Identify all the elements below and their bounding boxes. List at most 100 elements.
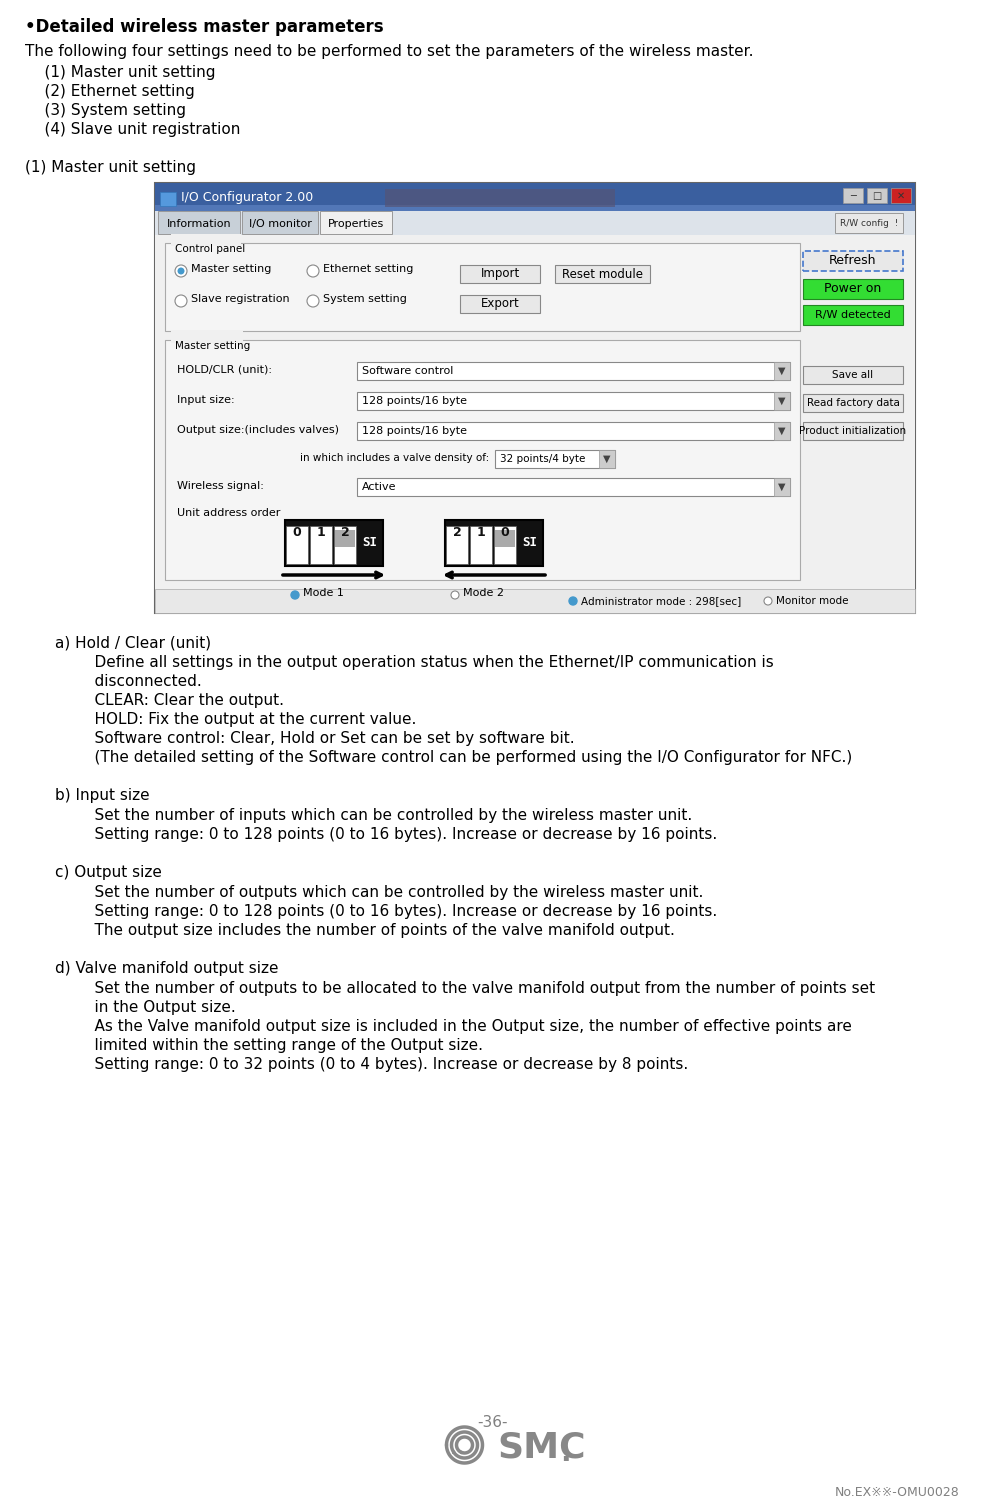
Circle shape [175,295,187,307]
Text: SMC: SMC [497,1431,586,1465]
Text: Mode 1: Mode 1 [303,589,344,598]
Bar [155,183,915,613]
Bar [835,213,903,234]
Text: Monitor mode: Monitor mode [776,596,848,607]
Text: -36-: -36- [478,1416,507,1431]
Text: 2: 2 [453,526,461,539]
Text: 1: 1 [477,526,486,539]
Bar [891,189,911,204]
Bar [155,235,915,613]
Bar [867,189,887,204]
Text: Setting range: 0 to 32 points (0 to 4 bytes). Increase or decrease by 8 points.: Setting range: 0 to 32 points (0 to 4 by… [75,1058,689,1073]
Text: HOLD: Fix the output at the current value.: HOLD: Fix the output at the current valu… [75,712,417,727]
Text: Set the number of outputs which can be controlled by the wireless master unit.: Set the number of outputs which can be c… [75,885,703,900]
Text: Set the number of outputs to be allocated to the valve manifold output from the : Set the number of outputs to be allocate… [75,981,875,996]
Bar [555,265,650,283]
Text: a) Hold / Clear (unit): a) Hold / Clear (unit) [55,635,211,650]
Bar [357,478,790,496]
Text: Power on: Power on [824,283,882,295]
Bar [599,449,615,467]
Text: Setting range: 0 to 128 points (0 to 16 bytes). Increase or decrease by 16 point: Setting range: 0 to 128 points (0 to 16 … [75,903,717,918]
Bar [385,189,615,207]
Bar [803,306,903,325]
Text: 1: 1 [316,526,325,539]
Text: The following four settings need to be performed to set the parameters of the wi: The following four settings need to be p… [25,43,754,58]
Text: (The detailed setting of the Software control can be performed using the I/O Con: (The detailed setting of the Software co… [75,750,852,765]
Bar [843,189,863,204]
Bar [774,422,790,440]
Text: Setting range: 0 to 128 points (0 to 16 bytes). Increase or decrease by 16 point: Setting range: 0 to 128 points (0 to 16 … [75,827,717,842]
Text: I/O Configurator 2.00: I/O Configurator 2.00 [181,190,313,204]
Text: R/W detected: R/W detected [816,310,890,321]
Text: SI: SI [522,536,538,550]
Text: (3) System setting: (3) System setting [25,103,186,118]
Text: limited within the setting range of the Output size.: limited within the setting range of the … [75,1038,483,1053]
Text: Slave registration: Slave registration [191,294,290,304]
Text: Information: Information [166,219,231,229]
Circle shape [764,598,772,605]
Text: Input size:: Input size: [177,395,234,404]
Text: in which includes a valve density of:: in which includes a valve density of: [300,452,490,463]
Bar [803,366,903,383]
Bar [334,526,356,565]
Bar [495,530,515,547]
Text: d) Valve manifold output size: d) Valve manifold output size [55,962,279,977]
Text: in the Output size.: in the Output size. [75,1001,235,1016]
Bar [335,530,355,547]
Circle shape [307,295,319,307]
Bar [470,526,492,565]
Bar [803,252,903,271]
Text: 128 points/16 byte: 128 points/16 byte [362,395,467,406]
Text: Mode 2: Mode 2 [463,589,504,598]
Bar [286,526,308,565]
Text: (4) Slave unit registration: (4) Slave unit registration [25,121,240,136]
Text: System setting: System setting [323,294,407,304]
Bar [774,478,790,496]
Bar [158,211,240,234]
Text: Software control: Software control [362,366,453,376]
Text: HOLD/CLR (unit):: HOLD/CLR (unit): [177,366,272,374]
Bar [285,520,383,566]
Text: c) Output size: c) Output size [55,864,162,879]
Bar [495,449,615,467]
Bar [445,520,543,566]
Text: 0: 0 [500,526,509,539]
Text: Properties: Properties [328,219,384,229]
Bar [171,234,241,246]
Text: Master setting: Master setting [175,342,250,351]
Bar [320,211,392,234]
Text: Read factory data: Read factory data [807,398,899,407]
Text: Wireless signal:: Wireless signal: [177,481,264,491]
Text: Software control: Clear, Hold or Set can be set by software bit.: Software control: Clear, Hold or Set can… [75,731,574,746]
Text: 128 points/16 byte: 128 points/16 byte [362,425,467,436]
Bar [155,183,915,211]
Text: ▼: ▼ [778,482,786,491]
Text: ▼: ▼ [778,366,786,376]
Text: Control panel: Control panel [175,244,245,255]
Text: Refresh: Refresh [829,255,877,268]
Circle shape [177,268,184,274]
Circle shape [569,598,577,605]
Bar [803,394,903,412]
Text: ▼: ▼ [778,425,786,436]
Text: Administrator mode : 298[sec]: Administrator mode : 298[sec] [581,596,742,607]
Bar [803,279,903,300]
Text: Ethernet setting: Ethernet setting [323,264,414,274]
Text: ✕: ✕ [897,192,905,201]
Text: ▼: ▼ [778,395,786,406]
Text: ─: ─ [850,192,856,201]
Bar [494,526,516,565]
Bar [160,192,176,207]
Bar [165,340,800,580]
Bar [165,243,800,331]
Text: Product initialization: Product initialization [800,425,906,436]
Text: The output size includes the number of points of the valve manifold output.: The output size includes the number of p… [75,923,675,938]
Text: Unit address order: Unit address order [177,508,281,518]
Text: As the Valve manifold output size is included in the Output size, the number of : As the Valve manifold output size is inc… [75,1019,852,1034]
Text: (2) Ethernet setting: (2) Ethernet setting [25,84,195,99]
Text: Set the number of inputs which can be controlled by the wireless master unit.: Set the number of inputs which can be co… [75,807,692,822]
Bar [155,589,915,613]
Circle shape [307,265,319,277]
Bar [310,526,332,565]
Bar [357,363,790,380]
